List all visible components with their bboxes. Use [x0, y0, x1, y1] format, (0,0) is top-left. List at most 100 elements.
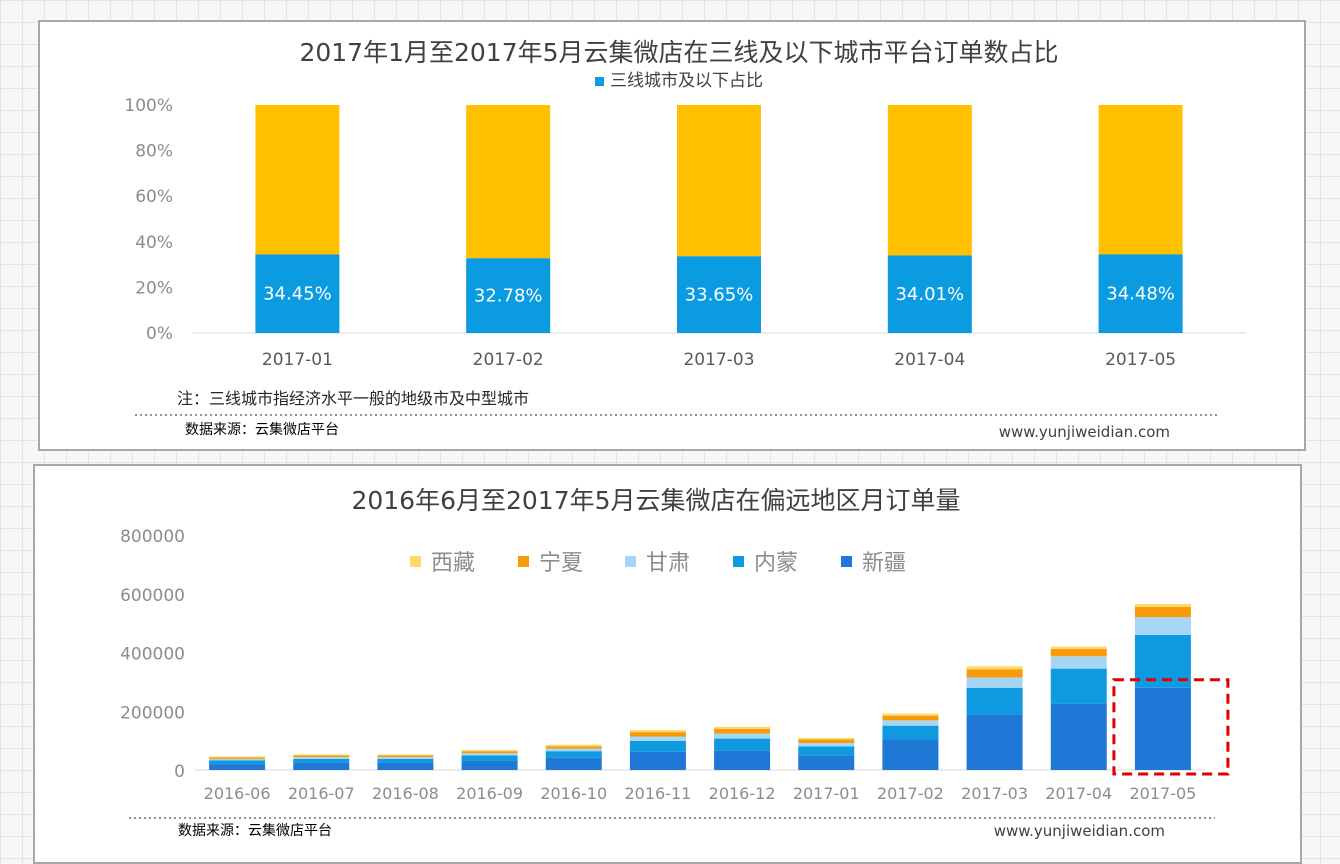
- bar-segment-西藏: [882, 713, 939, 716]
- bar-segment-宁夏: [882, 715, 939, 721]
- bar-segment-甘肃: [714, 733, 771, 739]
- bar-remainder: [255, 105, 340, 255]
- chart2-xtick-label: 2017-03: [961, 784, 1028, 803]
- legend-swatch: [625, 556, 636, 567]
- bar-segment-西藏: [377, 754, 434, 756]
- chart1-ytick-label: 40%: [135, 233, 173, 253]
- bar-segment-内蒙: [293, 758, 350, 763]
- bar-data-label: 34.45%: [263, 284, 332, 305]
- chart1-svg: 2017年1月至2017年5月云集微店在三线及以下城市平台订单数占比 三线城市及…: [124, 38, 1246, 441]
- bar-segment-内蒙: [882, 725, 939, 740]
- bar-segment-宁夏: [293, 755, 350, 758]
- bar-segment-新疆: [209, 764, 266, 770]
- chart2-xtick-label: 2016-09: [456, 784, 523, 803]
- legend-label: 甘肃: [646, 551, 690, 576]
- bar-segment-甘肃: [1134, 617, 1191, 635]
- bar-segment-西藏: [629, 730, 686, 733]
- legend-label: 宁夏: [539, 551, 583, 576]
- bar-segment-甘肃: [882, 720, 939, 726]
- bar-segment-内蒙: [545, 751, 602, 758]
- chart1-xtick-label: 2017-02: [473, 350, 544, 370]
- bar-remainder: [1098, 105, 1183, 255]
- bar-segment-甘肃: [629, 736, 686, 741]
- chart1-ytick-label: 100%: [124, 96, 173, 116]
- chart2-xtick-label: 2017-01: [793, 784, 860, 803]
- chart2-xtick-label: 2016-11: [624, 784, 691, 803]
- bar-segment-内蒙: [966, 687, 1023, 715]
- chart2-title: 2016年6月至2017年5月云集微店在偏远地区月订单量: [351, 486, 960, 515]
- bar-data-label: 34.01%: [895, 284, 964, 305]
- chart2-xtick-label: 2017-04: [1045, 784, 1112, 803]
- bar-segment-新疆: [882, 739, 939, 770]
- legend-label: 内蒙: [754, 551, 798, 576]
- chart2-xtick-label: 2017-05: [1129, 784, 1196, 803]
- legend-swatch: [841, 556, 852, 567]
- bar-segment-甘肃: [1050, 656, 1107, 669]
- chart1-ytick-label: 60%: [135, 187, 173, 207]
- bar-share: [677, 256, 761, 333]
- legend-label: 西藏: [431, 551, 475, 576]
- chart1-xtick-label: 2017-05: [1105, 350, 1176, 370]
- chart2-ytick-label: 600000: [120, 586, 185, 606]
- chart2-xtick-label: 2016-08: [372, 784, 439, 803]
- highlight-box: [1112, 678, 1230, 776]
- bar-segment-宁夏: [1050, 648, 1107, 657]
- bar-segment-甘肃: [545, 748, 602, 752]
- legend-swatch: [410, 556, 421, 567]
- bar-share: [1098, 254, 1183, 333]
- bar-segment-内蒙: [714, 738, 771, 751]
- chart2-ytick-label: 0: [174, 762, 185, 782]
- chart2-xtick-label: 2017-02: [877, 784, 944, 803]
- bar-segment-西藏: [966, 666, 1023, 670]
- chart2-url: www.yunjiweidian.com: [994, 822, 1165, 840]
- bar-segment-内蒙: [798, 746, 855, 756]
- bar-segment-宁夏: [966, 669, 1023, 678]
- bar-segment-内蒙: [1050, 668, 1107, 704]
- bar-segment-西藏: [1050, 646, 1107, 649]
- bar-segment-西藏: [209, 756, 266, 758]
- bar-data-label: 33.65%: [685, 285, 754, 306]
- legend-swatch: [733, 556, 744, 567]
- bar-remainder: [887, 105, 972, 256]
- chart2-svg: 2016年6月至2017年5月云集微店在偏远地区月订单量 西藏 宁夏 甘肃 内蒙 新疆 …: [120, 486, 1230, 840]
- chart1-source: 数据来源：云集微店平台: [185, 421, 339, 438]
- bar-segment-新疆: [545, 757, 602, 770]
- bar-remainder: [466, 105, 551, 259]
- bar-remainder: [677, 105, 761, 257]
- bar-segment-甘肃: [966, 677, 1023, 688]
- bar-segment-西藏: [293, 754, 350, 756]
- bar-segment-新疆: [1134, 687, 1191, 770]
- bar-segment-新疆: [629, 751, 686, 770]
- bar-segment-内蒙: [461, 755, 518, 761]
- bar-segment-宁夏: [629, 732, 686, 737]
- bar-segment-新疆: [293, 762, 350, 770]
- chart1-xtick-label: 2017-03: [683, 350, 754, 370]
- chart2-ytick-label: 200000: [120, 703, 185, 723]
- bar-segment-西藏: [461, 750, 518, 752]
- chart2-xtick-label: 2016-10: [540, 784, 607, 803]
- chart1-title: 2017年1月至2017年5月云集微店在三线及以下城市平台订单数占比: [299, 38, 1058, 67]
- chart1-xtick-label: 2017-01: [262, 350, 333, 370]
- chart2-ytick-label: 400000: [120, 645, 185, 665]
- chart2-xtick-label: 2016-06: [204, 784, 271, 803]
- bar-segment-内蒙: [629, 740, 686, 752]
- chart2-xtick-label: 2016-12: [709, 784, 776, 803]
- bar-segment-新疆: [461, 760, 518, 770]
- bar-segment-宁夏: [545, 746, 602, 749]
- legend-label: 新疆: [862, 551, 906, 576]
- bar-segment-西藏: [714, 726, 771, 729]
- chart1-ytick-label: 0%: [146, 324, 173, 344]
- bar-segment-甘肃: [209, 758, 266, 761]
- bar-segment-内蒙: [209, 760, 266, 765]
- bar-share: [466, 258, 551, 333]
- bar-segment-宁夏: [714, 728, 771, 734]
- bar-share: [887, 255, 972, 333]
- bar-segment-宁夏: [461, 751, 518, 754]
- bar-share: [255, 254, 340, 333]
- chart-panel-third-tier: 2017年1月至2017年5月云集微店在三线及以下城市平台订单数占比 三线城市及…: [38, 20, 1306, 451]
- chart1-ytick-label: 80%: [135, 142, 173, 162]
- bar-segment-甘肃: [293, 757, 350, 759]
- bar-segment-宁夏: [798, 739, 855, 743]
- chart2-xtick-label: 2016-07: [288, 784, 355, 803]
- chart2-ytick-label: 800000: [120, 527, 185, 547]
